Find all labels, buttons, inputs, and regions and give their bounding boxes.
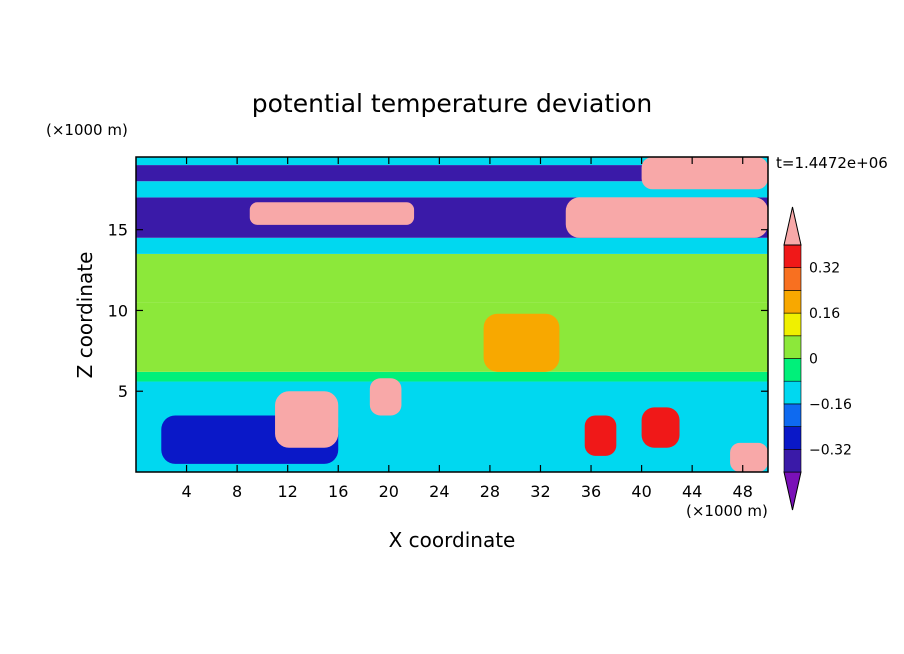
y-unit-label: (×1000 m)	[46, 121, 128, 139]
contour-region	[584, 415, 617, 456]
x-tick-label: 20	[379, 482, 399, 501]
time-label: t=1.4472e+06	[776, 154, 888, 172]
y-tick-label: 5	[118, 382, 128, 401]
contour-region	[136, 371, 768, 382]
contour-region	[369, 378, 402, 416]
colorbar-tick-label: 0	[809, 352, 818, 368]
colorbar-band	[783, 267, 802, 291]
y-tick-label: 15	[108, 221, 128, 240]
colorbar-extend-low	[783, 471, 802, 511]
contour-region	[730, 442, 768, 472]
contour-region	[136, 157, 768, 166]
contour-region	[136, 165, 768, 182]
x-tick-label: 24	[429, 482, 449, 501]
x-tick-label: 16	[328, 482, 348, 501]
contour-region	[136, 237, 768, 254]
x-tick-label: 36	[581, 482, 601, 501]
x-tick-label: 40	[631, 482, 651, 501]
colorbar-tick-label: −0.16	[809, 397, 852, 413]
x-tick-label: 4	[181, 482, 191, 501]
contour-region	[136, 302, 768, 372]
x-tick-label: 32	[530, 482, 550, 501]
chart-title: potential temperature deviation	[252, 89, 652, 118]
colorbar-band	[783, 244, 802, 269]
contour-region	[641, 157, 768, 190]
contour-region	[641, 407, 680, 448]
contour-region	[136, 181, 768, 198]
contour-region	[249, 202, 415, 225]
x-tick-label: 12	[278, 482, 298, 501]
contour-region	[565, 197, 768, 238]
colorbar-band	[783, 380, 802, 405]
colorbar-band	[783, 448, 802, 473]
colorbar-extend-high	[783, 206, 802, 246]
colorbar-band	[783, 290, 802, 314]
contour-region	[275, 391, 339, 448]
plot-frame	[135, 156, 769, 473]
x-unit-label: (×1000 m)	[686, 502, 768, 520]
x-tick-label: 8	[232, 482, 242, 501]
colorbar-tick-label: −0.32	[809, 442, 852, 458]
contour-region	[136, 253, 768, 303]
colorbar-tick-label: 0.32	[809, 261, 840, 277]
x-tick-label: 28	[480, 482, 500, 501]
colorbar-band	[783, 426, 802, 450]
x-tick-label: 48	[733, 482, 753, 501]
colorbar-band	[783, 358, 802, 382]
y-axis-label: Z coordinate	[73, 252, 97, 379]
x-tick-label: 44	[682, 482, 702, 501]
colorbar-tick-label: 0.16	[809, 306, 840, 322]
colorbar-band	[783, 312, 802, 337]
x-axis-label: X coordinate	[389, 528, 516, 552]
y-tick-label: 10	[108, 301, 128, 320]
colorbar-band	[783, 335, 802, 359]
contour-region	[483, 313, 560, 372]
colorbar: 0.32 0.16 0 −0.16 −0.32	[783, 206, 852, 511]
colorbar-band	[783, 403, 802, 427]
